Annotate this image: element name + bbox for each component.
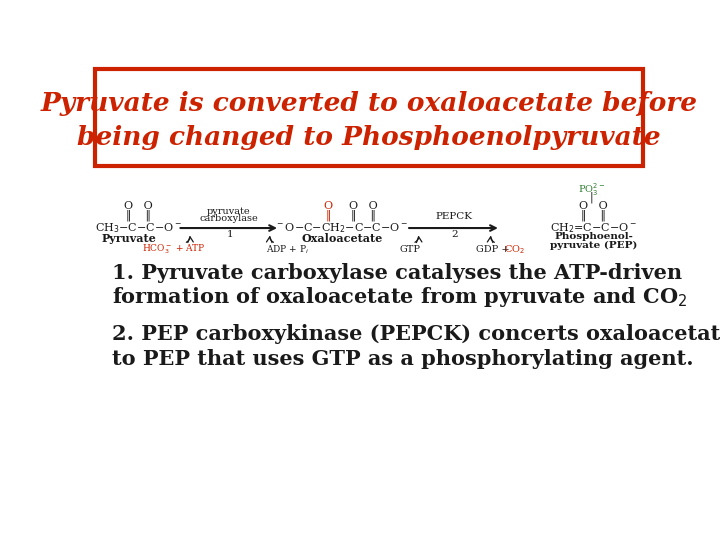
Text: PO$_3^{2-}$: PO$_3^{2-}$ (577, 181, 605, 198)
Text: |: | (590, 192, 593, 203)
Text: Oxaloacetate: Oxaloacetate (301, 233, 382, 244)
Text: ‖: ‖ (325, 209, 330, 221)
Text: CH$_2$=C−C−O$^-$: CH$_2$=C−C−O$^-$ (550, 221, 637, 235)
Text: 2: 2 (451, 231, 459, 239)
Text: 1. Pyruvate carboxylase catalyses the ATP-driven: 1. Pyruvate carboxylase catalyses the AT… (112, 262, 682, 283)
Text: 1: 1 (227, 231, 233, 239)
Text: GTP: GTP (400, 245, 420, 254)
Text: Pyruvate: Pyruvate (102, 233, 156, 244)
Text: HCO$_3^-$ + ATP: HCO$_3^-$ + ATP (142, 243, 205, 256)
Text: being changed to Phosphoenolpyruvate: being changed to Phosphoenolpyruvate (77, 125, 661, 151)
Text: ‖    ‖: ‖ ‖ (581, 209, 606, 221)
Text: GDP +: GDP + (476, 245, 513, 254)
Text: CH$_3$−C−C−O$^-$: CH$_3$−C−C−O$^-$ (94, 221, 181, 235)
Text: O   O: O O (580, 201, 608, 212)
Text: ‖    ‖: ‖ ‖ (351, 209, 376, 221)
Text: ‖    ‖: ‖ ‖ (125, 210, 150, 221)
Text: O   O: O O (124, 201, 153, 212)
Text: carboxylase: carboxylase (199, 214, 258, 224)
Text: PEPCK: PEPCK (435, 212, 472, 221)
Text: Pyruvate is converted to oxaloacetate before: Pyruvate is converted to oxaloacetate be… (40, 91, 698, 116)
Text: ADP + P$_i$: ADP + P$_i$ (266, 244, 309, 256)
Text: pyruvate: pyruvate (207, 207, 251, 215)
FancyBboxPatch shape (94, 70, 644, 166)
Text: O   O: O O (349, 201, 378, 212)
Text: to PEP that uses GTP as a phosphorylating agent.: to PEP that uses GTP as a phosphorylatin… (112, 349, 693, 369)
Text: CO$_2$: CO$_2$ (504, 243, 526, 256)
Text: 2. PEP carboxykinase (PEPCK) concerts oxaloacetate: 2. PEP carboxykinase (PEPCK) concerts ox… (112, 325, 720, 345)
Text: pyruvate (PEP): pyruvate (PEP) (550, 240, 637, 249)
Text: O: O (323, 201, 333, 212)
Text: Phosphoenol-: Phosphoenol- (554, 232, 633, 241)
Text: formation of oxaloacetate from pyruvate and CO$_2$: formation of oxaloacetate from pyruvate … (112, 285, 688, 309)
Text: $^-$O−C−CH$_2$−C−C−O$^-$: $^-$O−C−CH$_2$−C−C−O$^-$ (275, 221, 408, 235)
